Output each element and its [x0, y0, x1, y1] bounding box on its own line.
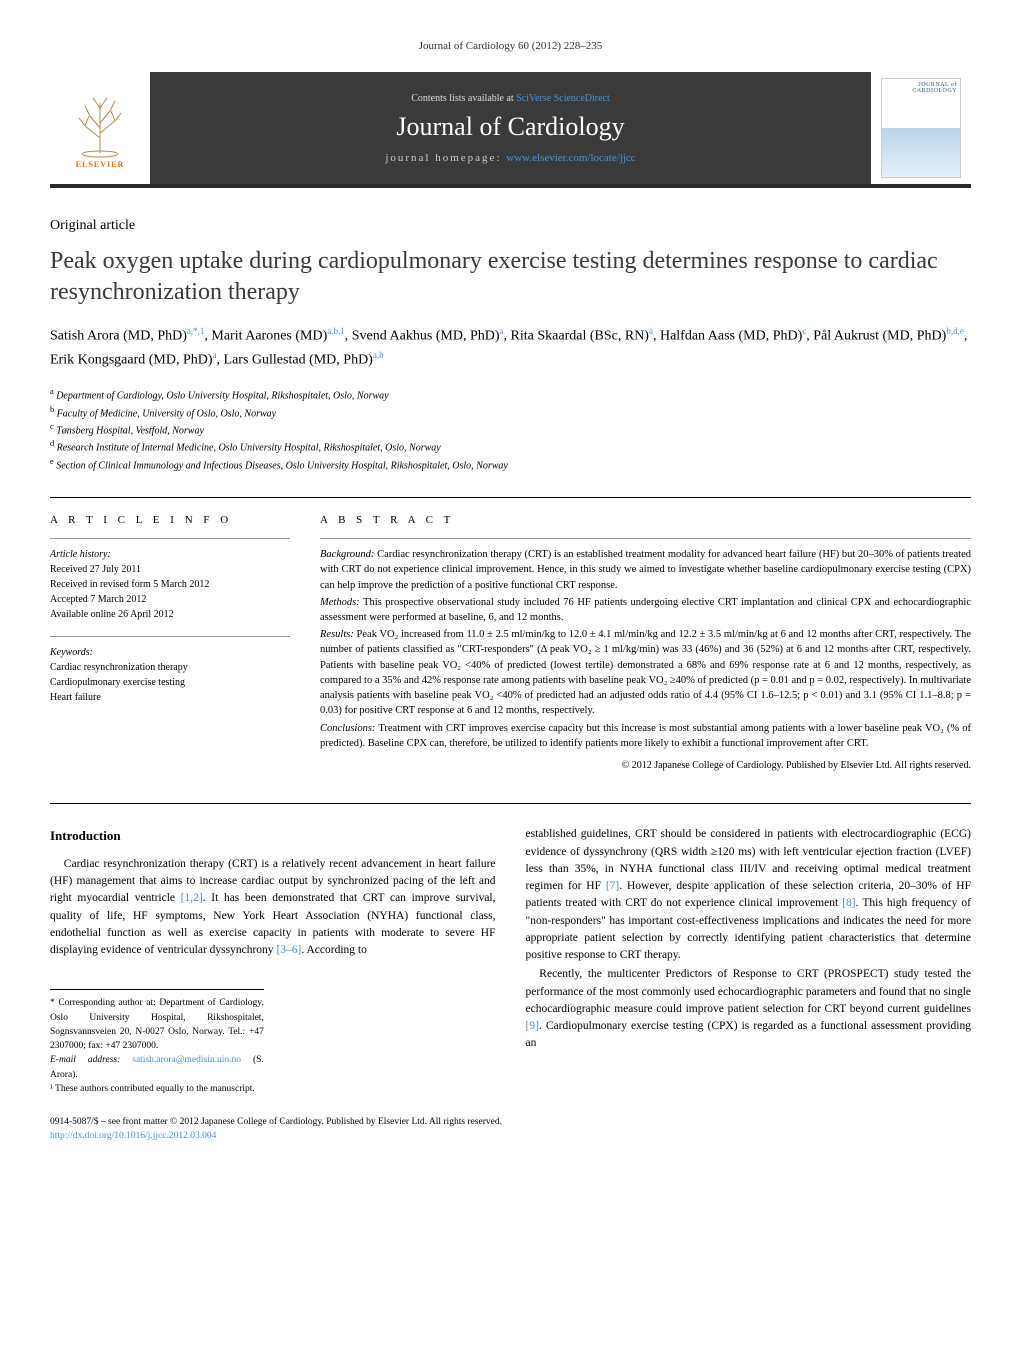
publisher-logo-box: ELSEVIER	[50, 72, 150, 184]
abstract-copyright: © 2012 Japanese College of Cardiology. P…	[320, 759, 971, 774]
running-head: Journal of Cardiology 60 (2012) 228–235	[50, 40, 971, 52]
keyword: Cardiopulmonary exercise testing	[50, 675, 290, 690]
fn-corr: * Corresponding author at: Department of…	[50, 996, 264, 1053]
intro-p3: Recently, the multicenter Predictors of …	[526, 966, 972, 1052]
abs-conclusions-label: Conclusions:	[320, 723, 375, 734]
history-line: Available online 26 April 2012	[50, 607, 290, 622]
keywords-label: Keywords:	[50, 645, 290, 660]
journal-name: Journal of Cardiology	[396, 112, 624, 142]
col-left: Introduction Cardiac resynchronization t…	[50, 826, 496, 1096]
abstract-heading: a b s t r a c t	[320, 514, 971, 526]
abs-bg: Cardiac resynchronization therapy (CRT) …	[320, 549, 971, 590]
intro-p2: established guidelines, CRT should be co…	[526, 826, 972, 964]
homepage-prefix: journal homepage:	[385, 152, 506, 164]
affiliations: a Department of Cardiology, Oslo Univers…	[50, 386, 971, 473]
abs-conclusions: Treatment with CRT improves exercise cap…	[320, 723, 971, 749]
cover-thumb-title: JOURNAL of CARDIOLOGY	[882, 79, 960, 97]
end-copyright: 0914-5087/$ – see front matter © 2012 Ja…	[50, 1116, 971, 1143]
abs-bg-label: Background:	[320, 549, 374, 560]
homepage-link[interactable]: www.elsevier.com/locate/jjcc	[506, 152, 635, 164]
col-right: established guidelines, CRT should be co…	[526, 826, 972, 1096]
history-label: Article history:	[50, 547, 290, 562]
email-link[interactable]: satish.arora@medisin.uio.no	[132, 1055, 241, 1065]
history-line: Accepted 7 March 2012	[50, 592, 290, 607]
abstract: a b s t r a c t Background: Cardiac resy…	[320, 514, 971, 773]
sciencedirect-link[interactable]: SciVerse ScienceDirect	[516, 93, 610, 104]
abs-methods-label: Methods:	[320, 597, 360, 608]
journal-header: ELSEVIER Contents lists available at Sci…	[50, 72, 971, 188]
doi-link[interactable]: http://dx.doi.org/10.1016/j.jjcc.2012.03…	[50, 1131, 216, 1141]
article-info: a r t i c l e i n f o Article history: R…	[50, 514, 290, 773]
elsevier-tree-icon	[65, 88, 135, 158]
history-block: Article history: Received 27 July 2011Re…	[50, 538, 290, 622]
publisher-name: ELSEVIER	[76, 160, 124, 169]
body-columns: Introduction Cardiac resynchronization t…	[50, 826, 971, 1096]
article-info-heading: a r t i c l e i n f o	[50, 514, 290, 526]
fn-equal: ¹ These authors contributed equally to t…	[50, 1082, 264, 1096]
contents-prefix: Contents lists available at	[411, 93, 516, 104]
cover-thumb-box: JOURNAL of CARDIOLOGY	[871, 72, 971, 184]
abs-methods: This prospective observational study inc…	[320, 597, 971, 623]
cover-thumbnail: JOURNAL of CARDIOLOGY	[881, 78, 961, 178]
intro-heading: Introduction	[50, 826, 496, 846]
header-center: Contents lists available at SciVerse Sci…	[150, 72, 871, 184]
article-type: Original article	[50, 218, 971, 234]
fn-email-label: E-mail address:	[50, 1055, 132, 1065]
keyword: Cardiac resynchronization therapy	[50, 660, 290, 675]
section-rule	[50, 803, 971, 804]
footnotes: * Corresponding author at: Department of…	[50, 989, 264, 1096]
abs-results: Peak VO₂ increased from 11.0 ± 2.5 ml/mi…	[320, 629, 971, 716]
elsevier-logo: ELSEVIER	[60, 83, 140, 173]
intro-p1: Cardiac resynchronization therapy (CRT) …	[50, 856, 496, 960]
contents-line: Contents lists available at SciVerse Sci…	[411, 93, 610, 104]
fn-email: E-mail address: satish.arora@medisin.uio…	[50, 1053, 264, 1082]
front-matter-line: 0914-5087/$ – see front matter © 2012 Ja…	[50, 1116, 971, 1129]
history-line: Received in revised form 5 March 2012	[50, 577, 290, 592]
abstract-body: Background: Cardiac resynchronization th…	[320, 538, 971, 773]
keywords-block: Keywords: Cardiac resynchronization ther…	[50, 636, 290, 705]
abs-results-label: Results:	[320, 629, 354, 640]
homepage-line: journal homepage: www.elsevier.com/locat…	[385, 152, 635, 164]
article-title: Peak oxygen uptake during cardiopulmonar…	[50, 246, 971, 308]
authors: Satish Arora (MD, PhD)a,*,1, Marit Aaron…	[50, 324, 971, 372]
keyword: Heart failure	[50, 690, 290, 705]
history-line: Received 27 July 2011	[50, 562, 290, 577]
